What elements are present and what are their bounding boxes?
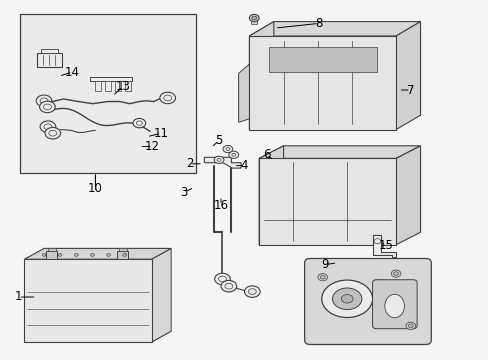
Circle shape bbox=[251, 16, 256, 20]
Circle shape bbox=[90, 253, 94, 256]
Circle shape bbox=[136, 121, 142, 125]
Circle shape bbox=[317, 274, 327, 281]
Circle shape bbox=[390, 270, 400, 277]
Circle shape bbox=[106, 253, 110, 256]
Circle shape bbox=[214, 273, 230, 285]
Text: 2: 2 bbox=[185, 157, 193, 170]
Circle shape bbox=[58, 253, 62, 256]
Circle shape bbox=[373, 239, 380, 244]
Text: 6: 6 bbox=[262, 148, 270, 161]
FancyBboxPatch shape bbox=[372, 280, 416, 329]
Circle shape bbox=[40, 98, 48, 104]
Circle shape bbox=[49, 130, 57, 136]
Circle shape bbox=[231, 153, 235, 156]
Circle shape bbox=[393, 272, 398, 275]
Circle shape bbox=[160, 92, 175, 104]
Bar bbox=[251, 18, 257, 24]
Bar bbox=[24, 259, 151, 342]
Text: 1: 1 bbox=[15, 291, 22, 303]
Text: 15: 15 bbox=[378, 239, 393, 252]
Bar bbox=[249, 36, 395, 130]
Circle shape bbox=[223, 145, 232, 153]
Polygon shape bbox=[151, 248, 171, 342]
Polygon shape bbox=[259, 146, 420, 158]
Polygon shape bbox=[395, 22, 420, 130]
Polygon shape bbox=[259, 146, 283, 245]
Polygon shape bbox=[238, 64, 249, 122]
Bar bbox=[37, 53, 62, 67]
Text: 3: 3 bbox=[180, 186, 188, 199]
Circle shape bbox=[320, 275, 325, 279]
Circle shape bbox=[36, 95, 52, 107]
FancyBboxPatch shape bbox=[304, 258, 430, 345]
Circle shape bbox=[228, 151, 238, 158]
Text: 10: 10 bbox=[88, 183, 102, 195]
Bar bbox=[46, 251, 57, 259]
Circle shape bbox=[43, 104, 51, 110]
Ellipse shape bbox=[384, 294, 404, 318]
Bar bbox=[48, 248, 56, 251]
Text: 13: 13 bbox=[116, 80, 130, 93]
Text: 16: 16 bbox=[213, 199, 228, 212]
Text: 4: 4 bbox=[240, 159, 248, 172]
Circle shape bbox=[248, 289, 256, 294]
Bar bbox=[259, 158, 395, 245]
Polygon shape bbox=[395, 146, 420, 245]
Circle shape bbox=[321, 280, 372, 318]
Circle shape bbox=[45, 127, 61, 139]
Circle shape bbox=[42, 253, 46, 256]
Circle shape bbox=[218, 276, 226, 282]
Text: 8: 8 bbox=[314, 17, 322, 30]
Text: 5: 5 bbox=[215, 134, 223, 147]
Circle shape bbox=[341, 294, 352, 303]
Circle shape bbox=[74, 253, 78, 256]
Bar bbox=[41, 49, 58, 53]
Text: 9: 9 bbox=[321, 258, 328, 271]
Circle shape bbox=[225, 148, 229, 150]
Circle shape bbox=[405, 322, 415, 329]
Circle shape bbox=[214, 156, 224, 163]
Circle shape bbox=[332, 288, 361, 310]
Polygon shape bbox=[249, 22, 273, 130]
Text: 11: 11 bbox=[154, 127, 168, 140]
Circle shape bbox=[122, 253, 126, 256]
Polygon shape bbox=[24, 331, 171, 342]
Bar bbox=[119, 248, 126, 251]
Polygon shape bbox=[24, 248, 171, 259]
Circle shape bbox=[224, 283, 232, 289]
Polygon shape bbox=[204, 157, 241, 168]
Circle shape bbox=[40, 101, 55, 113]
Circle shape bbox=[221, 280, 236, 292]
Bar bbox=[90, 77, 132, 81]
Circle shape bbox=[249, 14, 259, 22]
Bar bbox=[105, 81, 111, 91]
Circle shape bbox=[44, 124, 52, 130]
Circle shape bbox=[217, 158, 221, 161]
Circle shape bbox=[40, 121, 56, 132]
Text: 7: 7 bbox=[406, 84, 414, 96]
Bar bbox=[115, 81, 121, 91]
Text: 14: 14 bbox=[65, 66, 80, 78]
Bar bbox=[124, 81, 130, 91]
Bar bbox=[117, 251, 128, 259]
Polygon shape bbox=[372, 235, 395, 257]
Circle shape bbox=[244, 286, 260, 297]
Bar bbox=[268, 47, 376, 72]
Circle shape bbox=[163, 95, 171, 101]
Bar bbox=[20, 14, 195, 173]
Bar bbox=[95, 81, 101, 91]
Circle shape bbox=[133, 118, 145, 128]
Polygon shape bbox=[249, 22, 420, 36]
Text: 12: 12 bbox=[145, 140, 160, 153]
Circle shape bbox=[407, 324, 412, 328]
